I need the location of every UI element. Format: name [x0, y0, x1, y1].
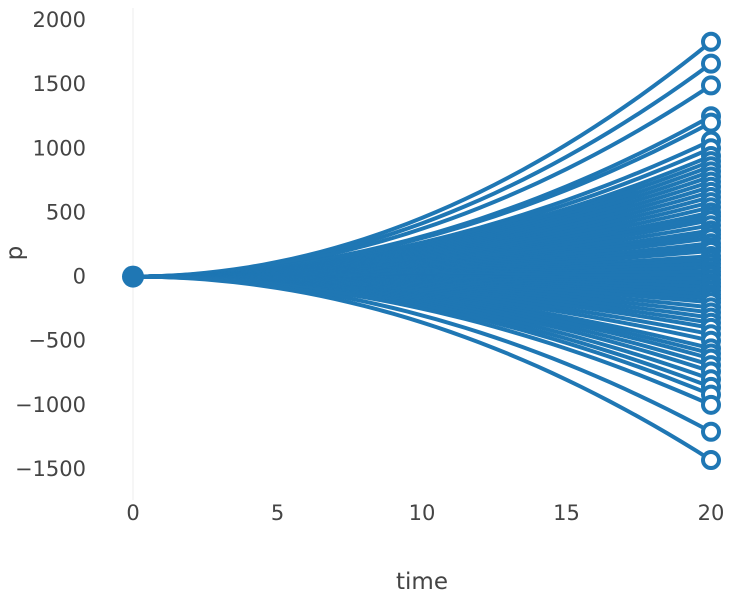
x-tick-label: 15	[553, 501, 580, 525]
x-tick-label: 0	[126, 501, 139, 525]
trajectory-line	[131, 274, 713, 463]
y-tick-labels: −1500 −1000 −500 0 500 1000 1500 2000	[15, 8, 86, 481]
series-lines	[131, 39, 713, 463]
y-axis-title: p	[2, 246, 28, 261]
y-tick-label: 2000	[33, 8, 86, 32]
y-tick-label: 1500	[33, 72, 86, 96]
x-axis-title: time	[396, 569, 448, 595]
y-tick-label: 0	[73, 265, 86, 289]
x-tick-label: 10	[409, 501, 436, 525]
end-point-marker	[701, 53, 721, 74]
end-point-marker	[701, 450, 721, 471]
y-tick-label: 500	[46, 200, 86, 224]
end-point-marker	[701, 421, 721, 442]
end-point-marker	[701, 112, 721, 133]
series-markers	[122, 31, 721, 471]
end-point-marker	[701, 31, 721, 52]
end-point-marker	[701, 75, 721, 96]
x-tick-label: 20	[698, 501, 725, 525]
y-tick-label: −500	[28, 329, 86, 353]
start-point-marker	[122, 265, 144, 288]
x-tick-label: 5	[271, 501, 284, 525]
y-tick-label: −1000	[15, 393, 86, 417]
x-tick-labels: 0 5 10 15 20	[126, 501, 724, 525]
y-tick-label: −1500	[15, 457, 86, 481]
y-tick-label: 1000	[33, 136, 86, 160]
end-point-marker	[701, 394, 721, 415]
